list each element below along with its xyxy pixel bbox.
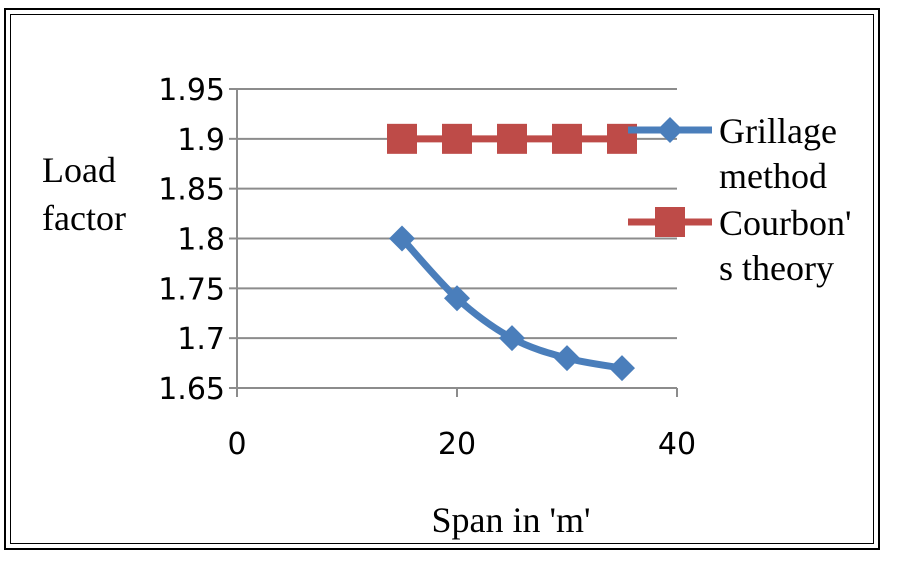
data-point-marker — [499, 325, 525, 352]
axes — [229, 88, 678, 397]
y-tick-label: 1.75 — [158, 272, 225, 307]
x-tick-labels: 0 20 40 — [227, 427, 696, 462]
x-tick-label: 0 — [227, 427, 246, 462]
y-tick-label: 1.7 — [177, 322, 225, 357]
chart-outer-border — [4, 8, 880, 550]
y-tick-labels: 1.65 1.7 1.75 1.8 1.85 1.9 1.95 — [158, 73, 225, 407]
legend-label-line: s theory — [719, 248, 834, 288]
data-point-marker — [442, 123, 472, 154]
y-axis-label: Load factor — [42, 150, 126, 238]
x-axis-label: Span in 'm' — [432, 500, 591, 540]
legend-label-line: Grillage — [719, 111, 837, 151]
y-tick-label: 1.95 — [158, 73, 225, 108]
data-point-marker — [444, 285, 470, 312]
y-tick-label: 1.85 — [158, 173, 225, 208]
x-tick-label: 20 — [438, 427, 476, 462]
y-axis-label-line: factor — [42, 198, 126, 238]
legend-label-line: Courbon' — [719, 203, 852, 243]
legend-entry: Grillage method — [628, 111, 837, 196]
data-point-marker — [554, 345, 580, 372]
data-point-marker — [552, 123, 582, 154]
y-tick-label: 1.8 — [177, 223, 225, 258]
legend-marker-swatch — [657, 117, 683, 143]
data-point-marker — [497, 123, 527, 154]
legend-label-line: method — [719, 156, 827, 196]
chart-inner-border — [10, 14, 874, 544]
series-group — [389, 225, 635, 382]
y-axis-label-line: Load — [42, 150, 116, 190]
legend: Grillage method Courbon' s theory — [628, 111, 852, 288]
series-group — [387, 123, 637, 154]
x-tick-label: 40 — [658, 427, 696, 462]
data-point-marker — [387, 123, 417, 154]
y-tick-label: 1.65 — [158, 372, 225, 407]
y-tick-label: 1.9 — [177, 123, 225, 158]
series-layer — [387, 123, 637, 382]
legend-marker-swatch — [655, 207, 685, 237]
legend-entry: Courbon' s theory — [628, 203, 852, 288]
data-point-marker — [389, 225, 415, 252]
data-point-marker — [609, 355, 635, 382]
